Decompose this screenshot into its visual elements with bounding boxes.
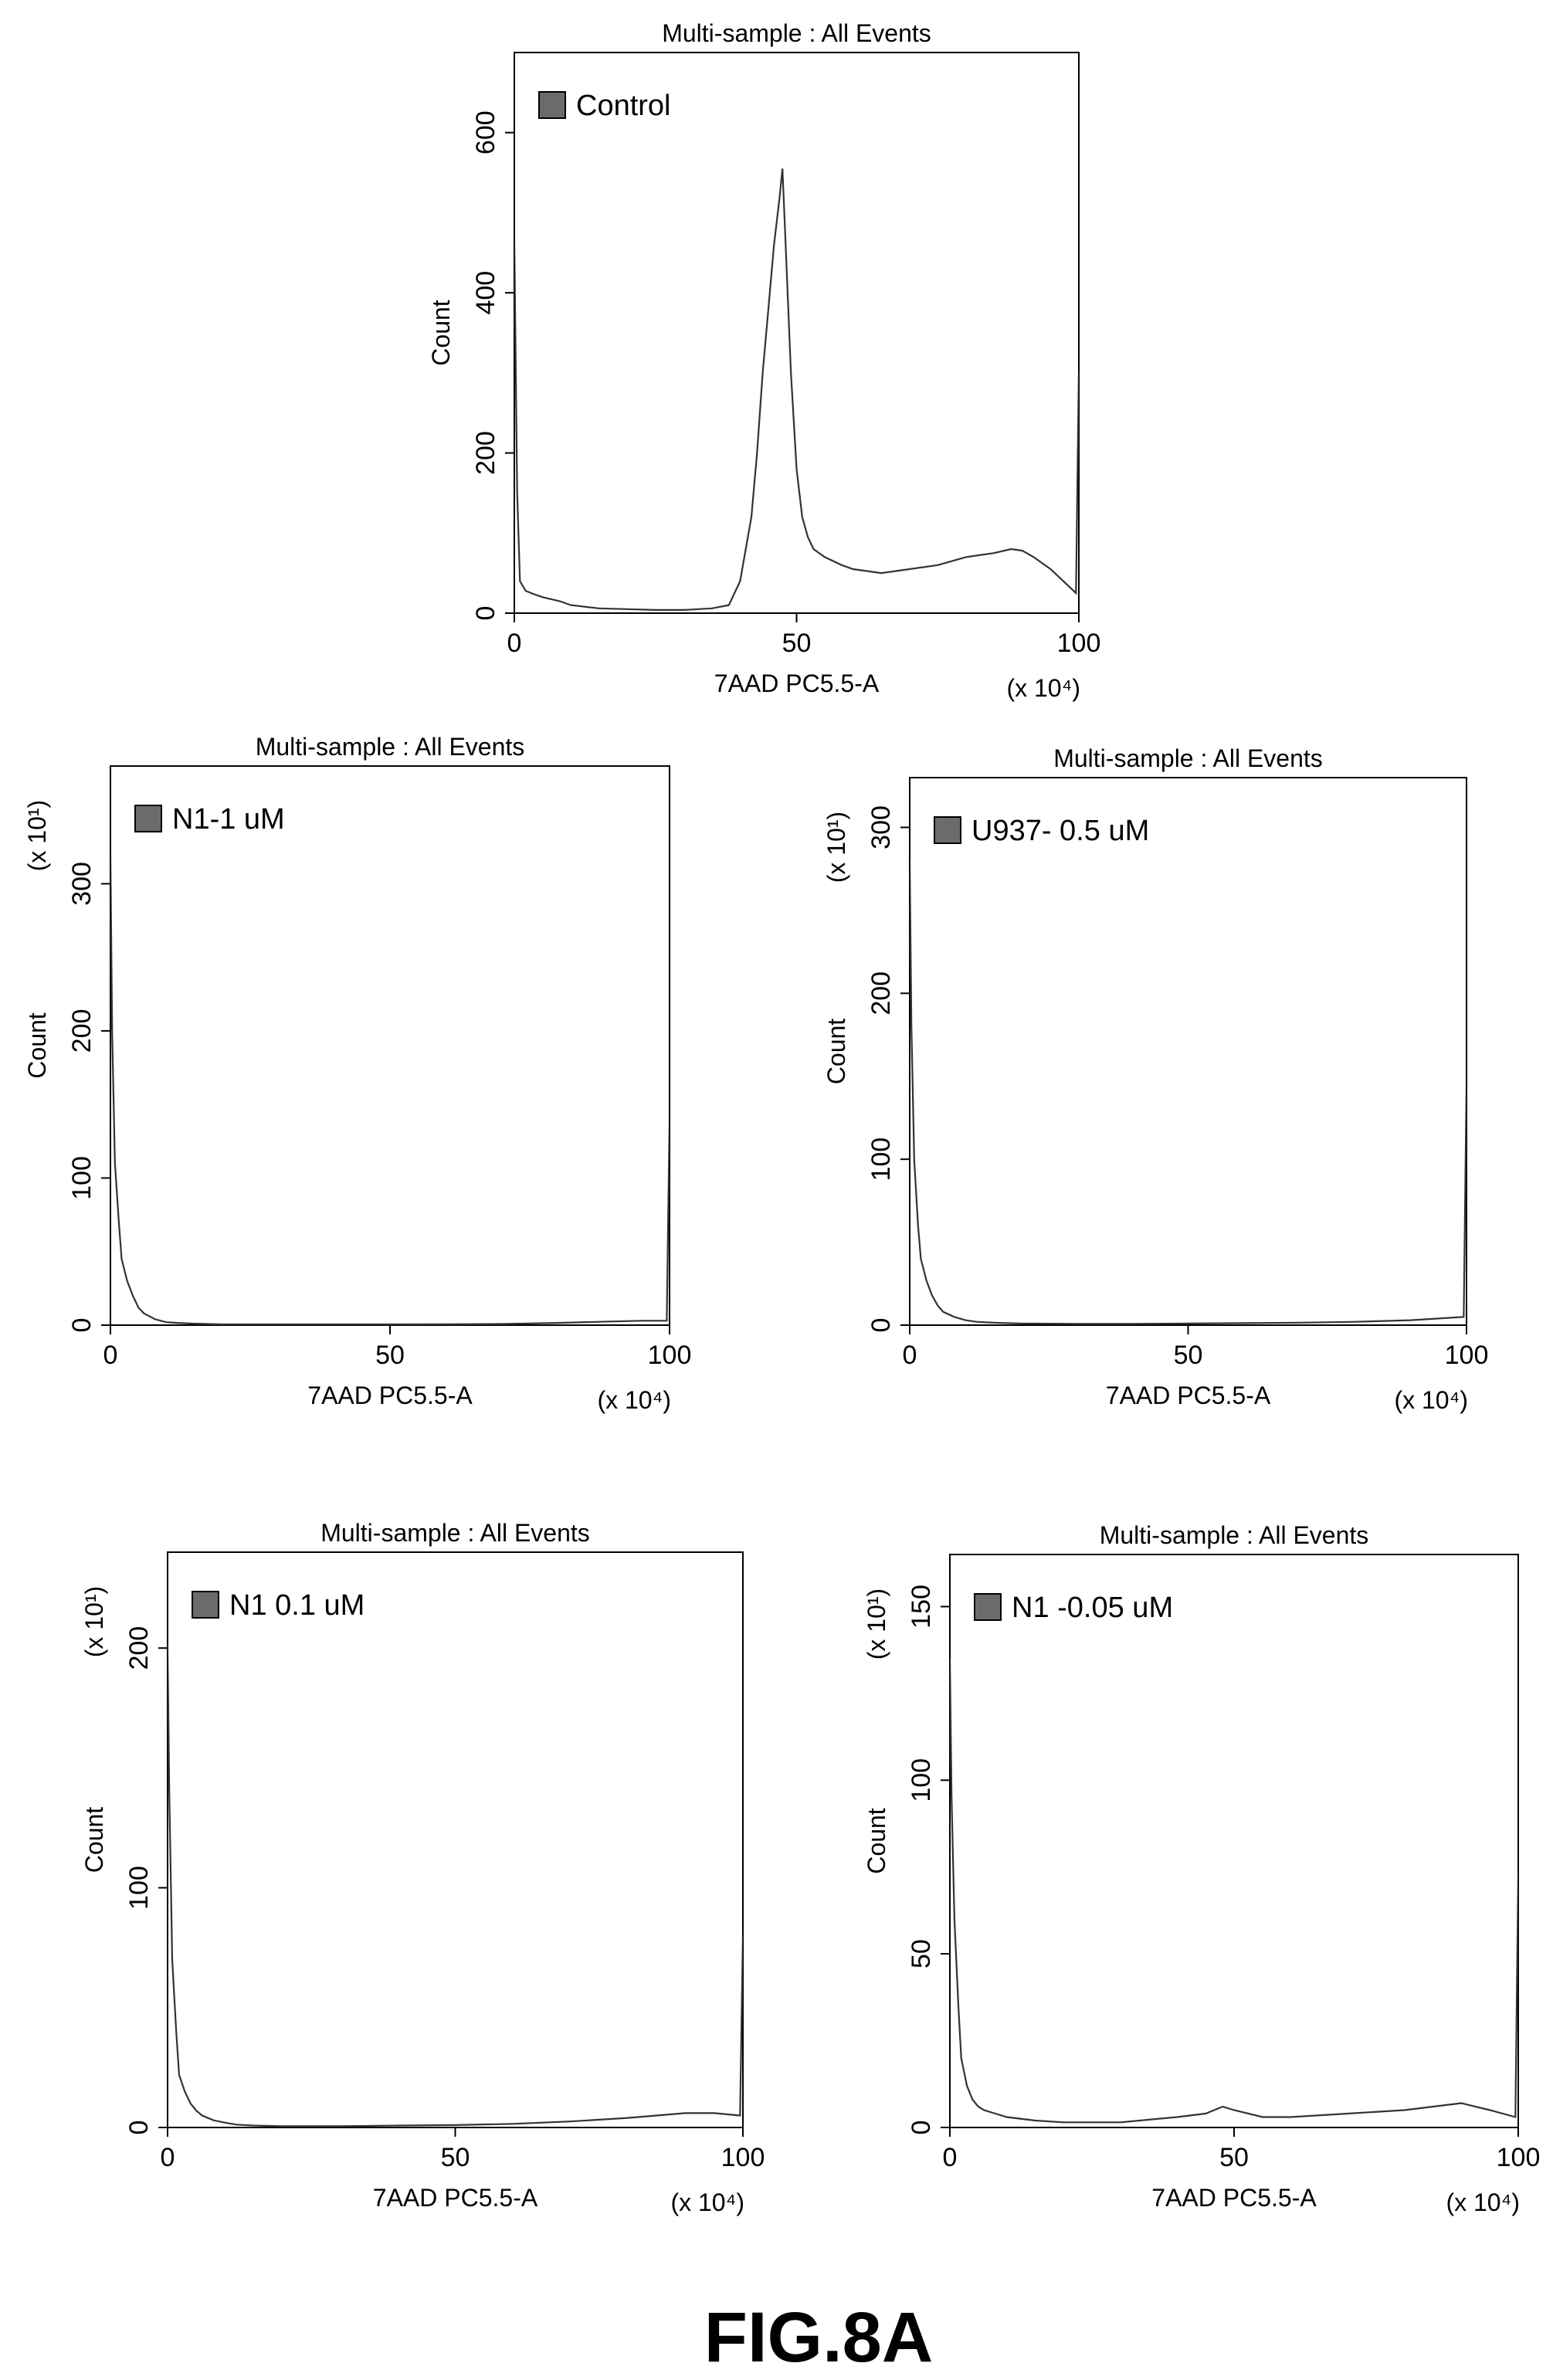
plot-frame: [949, 1554, 1519, 2128]
plot-frame: [514, 52, 1080, 614]
y-axis-label: Count: [863, 1808, 890, 1874]
y-tick-label: 200: [67, 1009, 97, 1053]
x-axis-label: 7AAD PC5.5-A: [307, 1382, 473, 1409]
histogram-panel-3: Multi-sample : All Events 0 50 100 0 100 200 30…: [822, 744, 1488, 1414]
legend-label: U937- 0.5 uM: [971, 815, 1149, 847]
x-axis-multiplier: (x 10⁴): [597, 1386, 671, 1414]
x-tick-label: 100: [1057, 629, 1101, 658]
legend-label: N1 0.1 uM: [229, 1589, 365, 1622]
x-tick-label: 0: [507, 629, 522, 658]
y-tick-label: 200: [471, 431, 500, 475]
plot-frame: [909, 777, 1467, 1326]
y-axis-multiplier: (x 10¹): [863, 1588, 890, 1660]
x-axis-label: 7AAD PC5.5-A: [373, 2184, 538, 2212]
histogram-series-1: [950, 1658, 1518, 2124]
x-tick-label: 50: [782, 629, 812, 658]
y-axis-label: Count: [80, 1807, 108, 1873]
panel-title: Multi-sample : All Events: [662, 19, 931, 47]
panel-title: Multi-sample : All Events: [1053, 744, 1323, 772]
histogram-series-1: [910, 860, 1467, 1325]
legend-swatch: [934, 816, 961, 844]
plot-frame: [167, 1551, 744, 2128]
legend-label: N1 -0.05 uM: [1012, 1592, 1173, 1624]
y-tick-label: 50: [907, 1939, 936, 1968]
y-tick-label: 150: [907, 1585, 936, 1629]
x-tick-label: 100: [1497, 2143, 1541, 2172]
figure-caption: FIG.8A: [704, 2298, 933, 2377]
histogram-series-1: [110, 854, 670, 1325]
legend-label: Control: [576, 90, 671, 122]
y-tick-label: 200: [866, 971, 896, 1015]
x-tick-label: 0: [903, 1341, 917, 1370]
y-axis-multiplier: (x 10¹): [23, 800, 51, 871]
x-tick-label: 50: [1219, 2143, 1249, 2172]
x-tick-label: 0: [103, 1341, 118, 1370]
x-axis-multiplier: (x 10⁴): [1006, 674, 1080, 702]
x-axis-label: 7AAD PC5.5-A: [714, 670, 880, 697]
y-tick-label: 0: [67, 1318, 97, 1333]
histogram-panel-4: Multi-sample : All Events 0 50 100 0 100 200 7A…: [80, 1519, 765, 2216]
legend-swatch: [192, 1591, 219, 1619]
x-tick-label: 50: [441, 2143, 470, 2172]
x-axis-label: 7AAD PC5.5-A: [1106, 1382, 1271, 1409]
y-tick-label: 600: [471, 110, 500, 154]
y-tick-label: 0: [124, 2121, 154, 2135]
y-tick-label: 100: [124, 1866, 154, 1910]
x-tick-label: 0: [161, 2143, 175, 2172]
y-tick-label: 0: [866, 1318, 896, 1333]
histogram-panel-5: Multi-sample : All Events 0 50 100 0 50 100 150…: [863, 1521, 1540, 2216]
panel-title: Multi-sample : All Events: [1100, 1521, 1369, 1549]
y-axis-label: Count: [822, 1019, 850, 1085]
legend-swatch: [134, 805, 162, 832]
y-tick-label: 200: [124, 1626, 154, 1670]
legend-label: N1-1 uM: [172, 803, 285, 836]
y-axis-label: Count: [23, 1012, 51, 1079]
x-axis-multiplier: (x 10⁴): [670, 2188, 744, 2216]
y-axis-multiplier: (x 10¹): [822, 812, 850, 883]
x-tick-label: 50: [1174, 1341, 1203, 1370]
y-axis-label: Count: [427, 300, 455, 366]
histogram-panel-2: Multi-sample : All Events 0 50 100 0 100 200 30…: [23, 733, 691, 1414]
x-tick-label: 100: [648, 1341, 692, 1370]
x-axis-label: 7AAD PC5.5-A: [1151, 2184, 1317, 2212]
y-axis-multiplier: (x 10¹): [80, 1586, 108, 1657]
panel-title: Multi-sample : All Events: [256, 733, 525, 761]
histogram-series-1: [514, 168, 1079, 611]
x-tick-label: 100: [721, 2143, 765, 2172]
y-tick-label: 100: [907, 1758, 936, 1802]
x-axis-multiplier: (x 10⁴): [1446, 2188, 1520, 2216]
y-tick-label: 300: [866, 805, 896, 849]
histogram-series-1: [168, 1648, 743, 2127]
panel-title: Multi-sample : All Events: [320, 1519, 590, 1547]
histogram-panel-1: Multi-sample : All Events 0 50 100 0 200 400 60…: [427, 19, 1100, 702]
x-tick-label: 100: [1445, 1341, 1489, 1370]
y-tick-label: 400: [471, 271, 500, 315]
y-tick-label: 100: [67, 1156, 97, 1200]
x-tick-label: 50: [375, 1341, 405, 1370]
legend-swatch: [974, 1593, 1002, 1621]
plot-frame: [110, 765, 670, 1326]
y-tick-label: 0: [907, 2121, 936, 2135]
legend-swatch: [538, 91, 566, 119]
y-tick-label: 100: [866, 1137, 896, 1182]
x-axis-multiplier: (x 10⁴): [1394, 1386, 1468, 1414]
x-tick-label: 0: [943, 2143, 958, 2172]
y-tick-label: 0: [471, 606, 500, 621]
y-tick-label: 300: [67, 862, 97, 906]
